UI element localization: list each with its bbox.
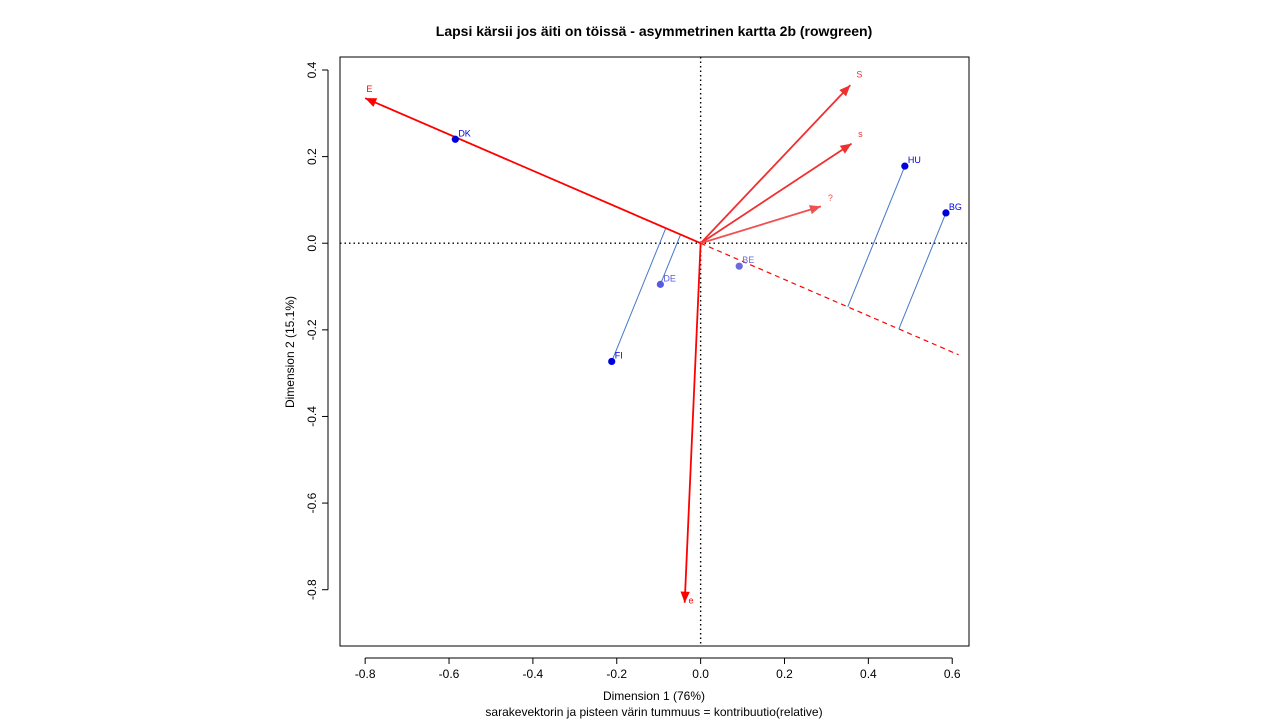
x-tick-label: -0.4 [523, 667, 544, 681]
x-axis-label: Dimension 1 (76%) [603, 689, 705, 703]
arrow-shaft [700, 205, 822, 245]
x-tick-label: -0.6 [439, 667, 460, 681]
column-arrow-?: ? [700, 193, 833, 245]
y-tick-label: 0.0 [305, 235, 319, 252]
y-axis-label: Dimension 2 (15.1%) [283, 296, 297, 408]
x-tick-label: 0.4 [860, 667, 877, 681]
row-point-hu: HU [901, 155, 921, 170]
point-marker [735, 262, 743, 270]
point-marker [451, 135, 459, 143]
point-label: DK [458, 128, 471, 138]
point-marker [656, 280, 664, 288]
x-axis: -0.8 -0.6 -0.4 -0.2 0.0 0.2 0.4 0.6 [355, 657, 961, 681]
projection-line-bg [898, 212, 947, 330]
y-tick-label: 0.2 [305, 148, 319, 165]
projection-axis-line [700, 242, 959, 356]
arrow-shaft [364, 97, 701, 245]
plot-frame [339, 56, 970, 647]
row-point-be: BE [735, 255, 754, 270]
column-arrow-S: S [699, 70, 862, 244]
arrow-shaft [700, 142, 853, 244]
chart-title: Lapsi kärsii jos äiti on töissä - asymme… [436, 23, 872, 39]
arrow-head [839, 143, 852, 154]
column-arrow-e: e [680, 243, 702, 606]
arrow-shaft [699, 84, 851, 244]
projection-lines [611, 165, 959, 362]
arrow-head [809, 205, 821, 215]
arrow-head [680, 591, 690, 603]
y-tick-label: -0.2 [305, 319, 319, 340]
column-arrow-E: E [364, 84, 701, 245]
point-marker [608, 357, 616, 366]
point-label: FI [615, 350, 623, 360]
y-tick-label: -0.6 [305, 492, 319, 513]
projection-line-de [659, 234, 682, 285]
arrow-label: E [366, 84, 372, 94]
point-label: BG [949, 202, 962, 212]
column-arrow-s: s [700, 129, 863, 244]
y-tick-label: -0.8 [305, 579, 319, 600]
x-tick-label: 0.0 [692, 667, 709, 681]
point-label: DE [663, 273, 676, 283]
projection-line-fi [611, 227, 667, 362]
row-points: DK HU BG BE DE FI [451, 128, 962, 366]
arrow-head [839, 85, 851, 97]
row-point-dk: DK [451, 128, 471, 143]
point-label: HU [908, 155, 921, 165]
y-tick-label: 0.4 [305, 61, 319, 78]
arrow-label: S [856, 70, 862, 80]
arrow-shaft [683, 243, 702, 603]
reference-lines [340, 57, 969, 646]
x-tick-label: -0.8 [355, 667, 376, 681]
x-tick-label: -0.2 [606, 667, 627, 681]
point-marker [942, 209, 950, 217]
projection-line-hu [847, 165, 906, 308]
x-tick-label: 0.6 [944, 667, 961, 681]
y-axis: 0.4 0.2 0.0 -0.2 -0.4 -0.6 -0.8 [305, 61, 329, 600]
row-point-de: DE [656, 273, 676, 288]
row-point-bg: BG [942, 202, 962, 217]
y-tick-label: -0.4 [305, 406, 319, 427]
arrow-label: s [858, 129, 863, 139]
point-label: BE [742, 255, 754, 265]
column-arrows: E Ss? e [364, 70, 863, 606]
chart-subtitle: sarakevektorin ja pisteen värin tummuus … [485, 705, 822, 719]
arrow-label: e [689, 596, 694, 606]
arrow-label: ? [828, 193, 833, 203]
x-tick-label: 0.2 [776, 667, 793, 681]
plot-area [339, 56, 970, 647]
arrow-head [365, 98, 378, 107]
point-marker [901, 162, 909, 170]
row-point-fi: FI [608, 350, 623, 366]
